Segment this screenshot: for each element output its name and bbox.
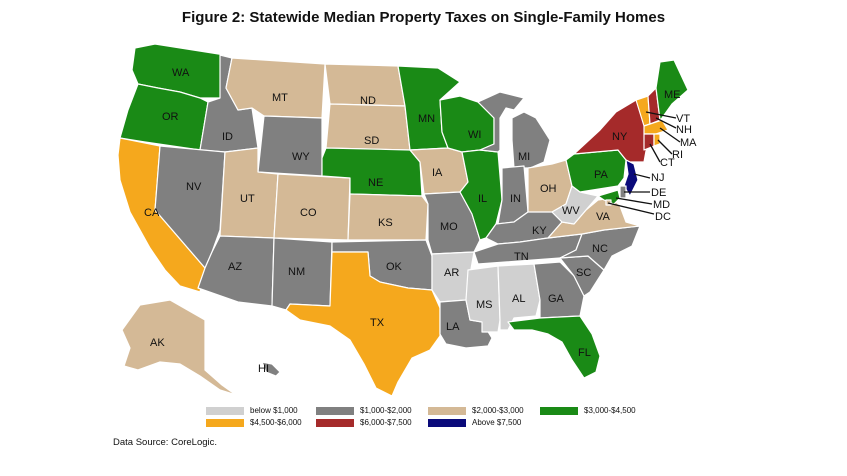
- legend-item: $3,000-$4,500: [540, 406, 636, 415]
- legend-label: $1,000-$2,000: [360, 406, 412, 415]
- leader-RI: [657, 139, 673, 155]
- label-VA: VA: [596, 211, 611, 223]
- label-MO: MO: [440, 221, 458, 233]
- label-WV: WV: [562, 205, 580, 217]
- legend-swatch: [206, 418, 244, 427]
- state-MI2: [511, 111, 551, 169]
- label-FL: FL: [578, 347, 591, 359]
- leader-DC: [607, 202, 655, 215]
- label-MS: MS: [476, 299, 493, 311]
- label-ME: ME: [664, 89, 681, 101]
- state-DE: [619, 185, 627, 199]
- legend-label: $4,500-$6,000: [250, 418, 302, 427]
- label-AR: AR: [444, 267, 459, 279]
- leader-NJ: [633, 173, 651, 179]
- leader-CT: [649, 143, 661, 163]
- leader-MD: [615, 197, 653, 205]
- label-KY: KY: [532, 225, 547, 237]
- label-IN: IN: [510, 193, 521, 205]
- legend-swatch: [540, 406, 578, 415]
- label-NM: NM: [288, 266, 305, 278]
- legend-item: $1,000-$2,000: [316, 406, 412, 415]
- legend-swatch: [316, 406, 354, 415]
- legend-label: $3,000-$4,500: [584, 406, 636, 415]
- label-NJ: NJ: [651, 172, 664, 184]
- label-AZ: AZ: [228, 261, 242, 273]
- label-KS: KS: [378, 217, 393, 229]
- state-HI: [261, 361, 281, 377]
- legend-item: $4,500-$6,000: [206, 418, 302, 427]
- label-HI: HI: [258, 363, 269, 375]
- label-MT: MT: [272, 92, 288, 104]
- legend-item: Above $7,500: [428, 418, 521, 427]
- legend-label: $2,000-$3,000: [472, 406, 524, 415]
- label-ND: ND: [360, 95, 376, 107]
- label-WI: WI: [468, 129, 481, 141]
- label-TN: TN: [514, 251, 529, 263]
- label-CT: CT: [660, 157, 675, 169]
- label-WY: WY: [292, 151, 310, 163]
- label-OH: OH: [540, 183, 557, 195]
- label-MN: MN: [418, 113, 435, 125]
- label-SD: SD: [364, 135, 379, 147]
- label-NV: NV: [186, 181, 202, 193]
- label-NE: NE: [368, 177, 383, 189]
- map-title: Figure 2: Statewide Median Property Taxe…: [181, 9, 666, 26]
- label-RI: RI: [672, 149, 683, 161]
- state-TX: [285, 251, 441, 397]
- label-VT: VT: [676, 113, 690, 125]
- label-NH: NH: [676, 124, 692, 136]
- label-DE: DE: [651, 187, 666, 199]
- leader-VT: [645, 111, 677, 119]
- state-WY: [257, 115, 323, 177]
- leader-MA: [659, 127, 681, 143]
- state-RI: [653, 133, 661, 147]
- legend-swatch: [428, 418, 466, 427]
- label-MD: MD: [653, 199, 670, 211]
- legend-item: $6,000-$7,500: [316, 418, 412, 427]
- state-MA: [643, 119, 669, 135]
- data-source-note: Data Source: CoreLogic.: [113, 437, 218, 448]
- legend-label: $6,000-$7,500: [360, 418, 412, 427]
- label-WA: WA: [172, 67, 190, 79]
- label-IL: IL: [478, 193, 487, 205]
- label-LA: LA: [446, 321, 460, 333]
- state-AK: [121, 299, 237, 396]
- legend-item: $2,000-$3,000: [428, 406, 524, 415]
- label-NY: NY: [612, 131, 628, 143]
- label-ID: ID: [222, 131, 233, 143]
- label-AL: AL: [512, 293, 525, 305]
- label-CO: CO: [300, 207, 317, 219]
- label-GA: GA: [548, 293, 565, 305]
- label-UT: UT: [240, 193, 255, 205]
- legend-label: below $1,000: [250, 406, 298, 415]
- legend-swatch: [206, 406, 244, 415]
- legend-label: Above $7,500: [472, 418, 522, 427]
- label-AK: AK: [150, 337, 165, 349]
- label-PA: PA: [594, 169, 609, 181]
- state-FL: [507, 315, 601, 379]
- state-MI: [477, 91, 525, 153]
- legend-swatch: [428, 406, 466, 415]
- state-MD: [597, 189, 621, 205]
- label-DC: DC: [655, 211, 671, 223]
- label-MI: MI: [518, 151, 530, 163]
- state-MT: [225, 57, 326, 119]
- state-NJ: [623, 159, 639, 197]
- leader-NH: [655, 117, 677, 129]
- label-CA: CA: [144, 207, 160, 219]
- legend-item: below $1,000: [206, 406, 298, 415]
- label-OK: OK: [386, 261, 403, 273]
- state-GA: [533, 261, 585, 319]
- label-OR: OR: [162, 111, 179, 123]
- state-KS: [347, 193, 429, 241]
- label-TX: TX: [370, 317, 385, 329]
- legend-swatch: [316, 418, 354, 427]
- label-NC: NC: [592, 243, 608, 255]
- label-MA: MA: [680, 137, 697, 149]
- label-IA: IA: [432, 167, 443, 179]
- label-SC: SC: [576, 267, 591, 279]
